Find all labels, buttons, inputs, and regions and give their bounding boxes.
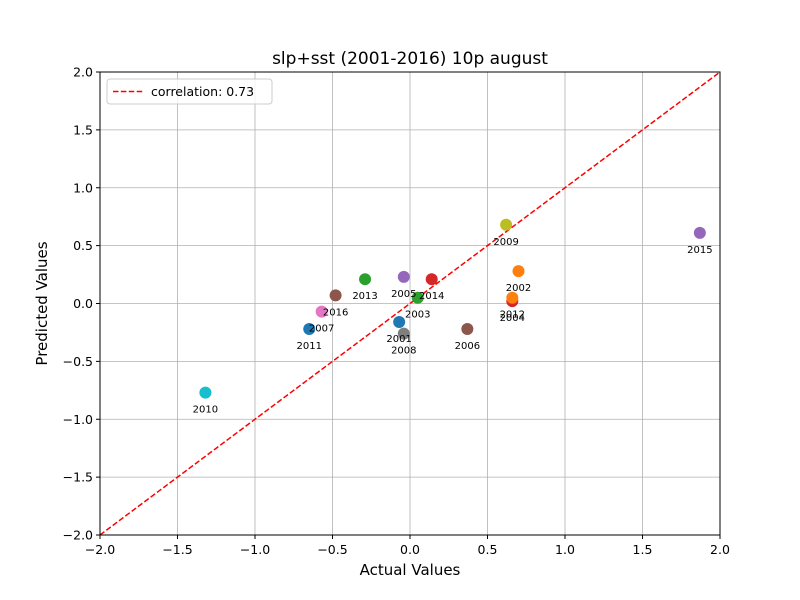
point-label: 2016 — [323, 307, 348, 318]
point-label: 2008 — [391, 346, 416, 357]
y-tick-label: 1.5 — [73, 122, 93, 137]
point-label: 2006 — [455, 341, 480, 352]
x-tick-label: 1.0 — [555, 542, 575, 557]
point-label: 2003 — [405, 310, 430, 321]
data-point — [461, 322, 474, 335]
x-tick-label: −1.0 — [240, 542, 270, 557]
point-labels-layer: 2001 2002 2003 2004 2005 2006 2007 2008 2009 2010… — [193, 237, 713, 416]
data-point — [303, 322, 316, 335]
y-tick-label: −1.5 — [63, 470, 93, 485]
y-tick-label: −0.5 — [63, 354, 93, 369]
data-point — [425, 273, 438, 286]
legend-box — [106, 78, 273, 105]
data-point — [199, 386, 212, 399]
data-point — [693, 226, 706, 239]
y-tick-label: −1.0 — [63, 412, 93, 427]
ticks: −2.0 −1.5 −1.0 −0.5 0.0 0.5 1.0 1.5 2.0 −2.0 −1.5 −… — [63, 65, 730, 558]
data-point — [411, 291, 424, 304]
points-layer — [199, 218, 706, 399]
point-label: 2002 — [506, 283, 531, 294]
data-point — [329, 289, 342, 302]
x-tick-label: 1.5 — [633, 542, 653, 557]
y-tick-label: 1.0 — [73, 180, 93, 195]
y-tick-label: −2.0 — [63, 528, 93, 543]
point-label: 2014 — [419, 291, 444, 302]
data-point — [393, 316, 406, 329]
y-tick-label: 0.0 — [73, 296, 93, 311]
y-tick-label: 2.0 — [73, 65, 93, 80]
legend-label: correlation: 0.73 — [151, 84, 254, 99]
data-point — [359, 273, 372, 286]
point-label: 2009 — [493, 237, 518, 248]
x-axis-label: Actual Values — [360, 561, 461, 579]
data-point — [315, 305, 328, 318]
point-label: 2011 — [297, 341, 322, 352]
y-axis-label: Predicted Values — [33, 241, 51, 365]
point-label: 2013 — [352, 291, 377, 302]
correlation-line-layer — [99, 71, 721, 536]
x-tick-label: −0.5 — [317, 542, 347, 557]
point-label: 2005 — [391, 289, 416, 300]
point-label: 2007 — [309, 324, 334, 335]
data-point — [397, 270, 410, 283]
point-label: 2015 — [687, 245, 712, 256]
data-point — [506, 291, 519, 304]
x-tick-label: −2.0 — [85, 542, 115, 557]
legend: correlation: 0.73 — [106, 78, 273, 105]
data-point — [512, 265, 525, 278]
data-point — [397, 327, 410, 340]
chart-title: slp+sst (2001-2016) 10p august — [272, 49, 548, 69]
x-tick-label: 0.5 — [478, 542, 498, 557]
x-tick-label: 0.0 — [400, 542, 420, 557]
x-tick-label: 2.0 — [710, 542, 730, 557]
y-tick-label: 0.5 — [73, 238, 93, 253]
correlation-line — [99, 71, 721, 536]
point-label: 2010 — [193, 405, 218, 416]
point-label: 2001 — [386, 334, 411, 345]
point-label: 2004 — [500, 313, 525, 324]
data-point — [500, 218, 513, 231]
point-label: 2012 — [500, 310, 525, 321]
x-tick-label: −1.5 — [162, 542, 192, 557]
